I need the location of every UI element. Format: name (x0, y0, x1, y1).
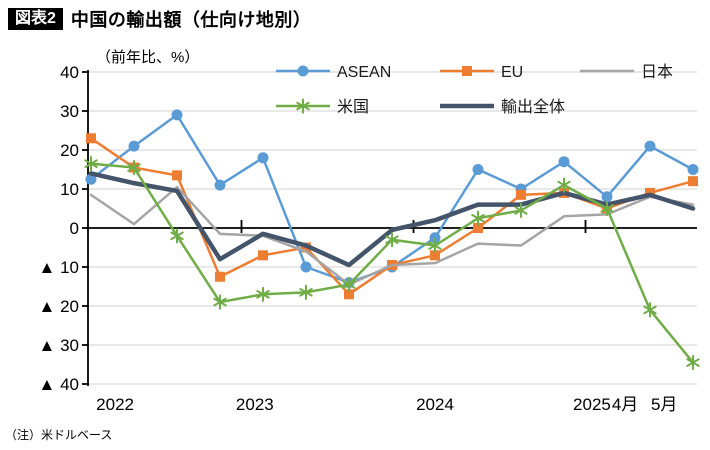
y-tick-label: 30 (60, 102, 79, 121)
y-tick-label: 40 (60, 63, 79, 82)
data-point-circle (257, 152, 269, 164)
data-point-asterisk (84, 159, 98, 168)
data-point-asterisk (557, 180, 571, 190)
data-point-circle (558, 156, 570, 168)
data-point-asterisk (299, 288, 313, 297)
legend-label-輸出全体: 輸出全体 (501, 98, 565, 116)
data-point-asterisk (514, 206, 528, 215)
data-point-circle (687, 164, 699, 175)
data-point-square (172, 170, 182, 181)
data-point-circle (128, 140, 140, 152)
series-line-日本 (89, 185, 695, 286)
data-point-asterisk (471, 213, 485, 223)
legend-label-ASEAN: ASEAN (337, 64, 391, 81)
data-point-circle (429, 232, 441, 244)
data-point-asterisk (686, 358, 700, 367)
x-tick-label: 4月 (612, 395, 638, 414)
data-point-square (258, 250, 268, 261)
data-point-asterisk (385, 235, 399, 244)
x-tick-label: 5月 (651, 395, 677, 414)
x-tick-label: 2024 (416, 395, 454, 414)
y-tick-label: ▲ 30 (39, 336, 79, 355)
data-point-asterisk (170, 231, 184, 241)
data-point-circle (300, 261, 312, 273)
data-point-circle (85, 173, 97, 185)
x-tick-label: 2023 (236, 395, 274, 414)
y-tick-label: ▲ 40 (39, 375, 79, 394)
data-point-square (473, 223, 483, 233)
x-tick-label: 2022 (96, 395, 134, 414)
data-point-circle (297, 65, 309, 77)
y-tick-label: ▲ 10 (39, 258, 79, 277)
data-point-asterisk (296, 101, 310, 111)
footnote: （注）米ドルベース (5, 428, 113, 442)
legend-label-EU: EU (501, 64, 523, 81)
legend-label-米国: 米国 (337, 98, 369, 116)
data-point-asterisk (256, 290, 270, 299)
data-point-circle (601, 191, 613, 203)
data-point-asterisk (342, 280, 356, 289)
data-point-square (688, 176, 698, 187)
legend-label-日本: 日本 (641, 63, 673, 81)
y-tick-label: 0 (70, 219, 79, 238)
data-point-asterisk (127, 163, 141, 172)
data-point-square (344, 289, 354, 300)
y-tick-label: 10 (60, 180, 79, 199)
data-point-square (462, 66, 472, 76)
data-point-asterisk (643, 305, 657, 315)
data-point-circle (644, 140, 656, 152)
data-point-asterisk (213, 297, 227, 307)
data-point-square (430, 250, 440, 261)
data-point-circle (472, 164, 484, 175)
y-tick-label: ▲ 20 (39, 297, 79, 316)
data-point-square (86, 133, 96, 144)
figure-number-badge: 図表2 (8, 7, 63, 31)
data-point-circle (171, 109, 183, 121)
x-tick-label: 2025 (573, 395, 611, 414)
data-point-circle (214, 179, 226, 191)
y-tick-label: 20 (60, 141, 79, 160)
figure-title: 中国の輸出額（仕向け地別） (70, 10, 312, 30)
figure-header: 図表2 中国の輸出額（仕向け地別） (8, 6, 311, 32)
data-point-asterisk (600, 204, 614, 213)
data-point-asterisk (428, 241, 442, 250)
y-axis-unit-label: （前年比、%） (96, 49, 200, 66)
data-point-square (215, 271, 225, 282)
data-point-square (516, 189, 526, 200)
